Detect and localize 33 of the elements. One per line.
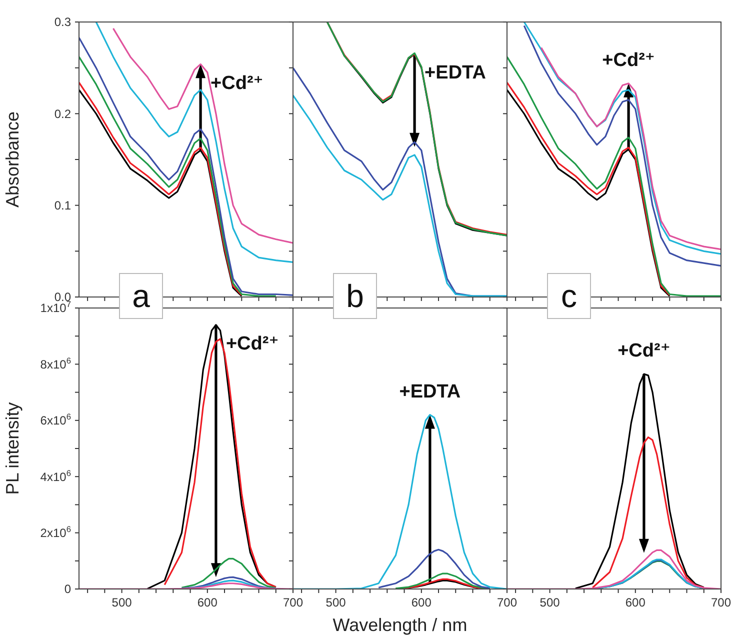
y-tick-label: 4x10$^{6}$ (40, 468, 72, 484)
annotation: +EDTA (424, 62, 486, 84)
x-tick-label: 600 (625, 596, 646, 610)
y-tick-label: 8x10$^{6}$ (40, 355, 72, 372)
line-series (112, 28, 293, 244)
x-tick-label: 600 (197, 596, 218, 610)
annotation: +Cd²⁺ (618, 340, 670, 362)
line-series (95, 22, 293, 263)
x-tick-label: 700 (496, 596, 518, 610)
line-series (180, 576, 277, 589)
annotation: b (333, 273, 377, 319)
x-tick-label: 500 (540, 596, 560, 610)
annotation: +Cd²⁺ (602, 50, 655, 72)
y-tick-label: 0.2 (54, 106, 72, 121)
annotation: +Cd²⁺ (226, 334, 279, 355)
line-series (180, 558, 277, 589)
annotation: a (119, 273, 163, 319)
x-tick-label: 500 (326, 596, 346, 610)
y-tick-label: 0.3 (54, 15, 72, 30)
annotation: +EDTA (399, 381, 461, 402)
y-axis-title: PL intensity (2, 402, 22, 495)
x-axis-title: Wavelength / nm (332, 615, 468, 635)
x-tick-label: 700 (710, 596, 732, 610)
annotation: c (547, 273, 591, 319)
y-tick-label: 6x10$^{6}$ (40, 412, 72, 428)
x-tick-label: 700 (282, 596, 304, 610)
y-tick-label: 0.1 (54, 198, 72, 213)
x-tick-label: 500 (112, 596, 132, 610)
y-tick-label: 0 (64, 582, 72, 596)
y-axis-title: Absorbance (2, 111, 22, 208)
x-tick-label: 600 (411, 596, 432, 610)
y-tick-label: 2x10$^{6}$ (40, 524, 72, 540)
annotation: +Cd²⁺ (210, 72, 264, 94)
